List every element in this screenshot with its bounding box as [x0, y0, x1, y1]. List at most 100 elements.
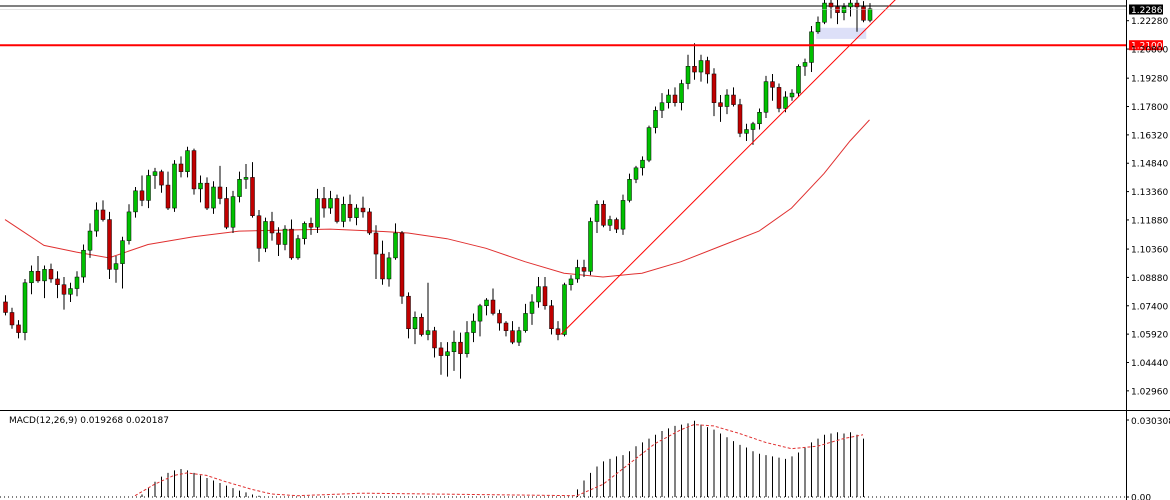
price-tick-label: 1.20800 [1131, 46, 1168, 56]
candle [445, 342, 450, 377]
candle-body [87, 230, 93, 251]
candle [419, 313, 424, 337]
candle [731, 87, 736, 107]
candle [848, 0, 853, 17]
candle [42, 265, 47, 299]
candle [191, 148, 197, 195]
candle-body [594, 203, 600, 222]
price-tick-label: 1.14840 [1131, 160, 1168, 170]
candle [425, 282, 431, 341]
candle [672, 87, 678, 107]
candle [159, 169, 164, 193]
price-tick-label: 1.22280 [1131, 17, 1168, 27]
candle [230, 190, 236, 233]
candle [679, 79, 684, 111]
candle-body [204, 182, 210, 209]
candle [763, 75, 769, 119]
candle [139, 175, 145, 207]
price-tick-label: 1.13360 [1131, 188, 1168, 198]
candle [789, 89, 795, 101]
macd-panel: MACD(12,26,9) 0.019268 0.020187 0.030308… [0, 416, 1170, 500]
candle-body [614, 219, 619, 230]
candle [120, 236, 125, 289]
candle-body [386, 257, 392, 280]
price-tick-label: 1.10360 [1131, 246, 1168, 256]
candle-body [55, 278, 60, 285]
candle [633, 165, 639, 184]
candle [282, 225, 288, 251]
current-price-label: 1.22865 [1131, 6, 1168, 16]
candle-body [757, 112, 762, 125]
candle-body [737, 104, 743, 134]
candle-body [354, 207, 359, 218]
candle-body [438, 347, 444, 356]
candle [802, 58, 808, 76]
candle-body [653, 110, 658, 128]
candle-body [432, 330, 437, 349]
candle-body [770, 81, 775, 88]
candle-body [744, 129, 749, 134]
candle-body [126, 211, 132, 241]
candle [815, 16, 821, 34]
candle-body [497, 313, 502, 324]
candle [458, 332, 463, 379]
candle [503, 321, 509, 337]
candle [757, 108, 762, 130]
candle-body [152, 171, 158, 176]
candle [783, 91, 788, 113]
candle [126, 204, 132, 245]
candle [243, 164, 249, 189]
candle-body [776, 87, 782, 109]
candle [627, 173, 632, 203]
candle [549, 300, 554, 335]
candle [360, 196, 366, 218]
candle [373, 225, 379, 279]
candle [477, 303, 483, 337]
candle-body [68, 288, 73, 295]
candle [172, 160, 177, 212]
candle-body [731, 94, 736, 105]
candle [542, 277, 548, 310]
candle-body [263, 221, 268, 249]
candle [562, 282, 567, 337]
candle-body [523, 313, 528, 331]
candle [828, 0, 834, 19]
candle-body [867, 8, 873, 21]
candle-body [607, 219, 613, 226]
candle-body [601, 203, 606, 226]
candle-body [29, 271, 34, 284]
candle [620, 194, 626, 235]
candle [841, 3, 847, 21]
candle-body [679, 83, 684, 103]
candle-body [490, 299, 496, 314]
candle [35, 255, 41, 283]
candle [380, 240, 385, 285]
candle [646, 125, 652, 163]
candle-body [646, 127, 652, 161]
moving-average-line [4, 119, 870, 278]
candle-body [224, 198, 229, 228]
candle-body [581, 267, 587, 272]
candle-body [113, 263, 119, 270]
candle-body [211, 186, 216, 209]
candle [523, 303, 528, 333]
candle-body [107, 219, 112, 270]
candle [3, 295, 8, 316]
candle [55, 271, 60, 299]
candle [393, 223, 398, 260]
candle [198, 175, 203, 203]
candle [588, 217, 593, 276]
candle-body [172, 163, 177, 209]
level-price-tag [1129, 40, 1163, 51]
candle [217, 165, 223, 205]
candle-body [822, 2, 827, 23]
candle-body [789, 92, 795, 98]
candle [100, 200, 106, 222]
price-tick-label: 1.16320 [1131, 131, 1168, 141]
candle [659, 93, 665, 119]
candle-body [191, 150, 197, 190]
candle [471, 313, 476, 343]
candle-body [61, 284, 67, 295]
candle-body [451, 341, 457, 353]
